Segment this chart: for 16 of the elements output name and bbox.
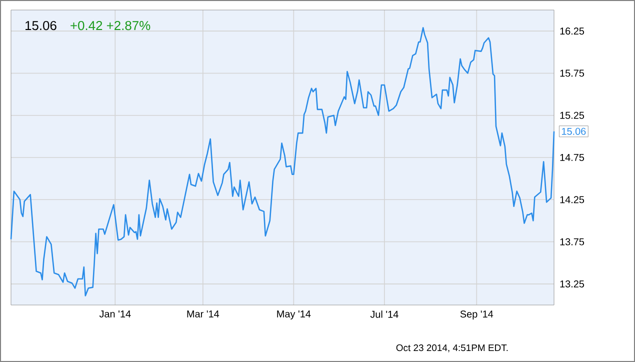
- x-tick-label: Mar '14: [187, 310, 220, 318]
- text: 15.06: [26, 20, 56, 30]
- x-tick-label: Jan '14: [99, 310, 131, 318]
- y-tick-label: 14.75: [560, 154, 584, 161]
- y-tick-label: 15.25: [560, 112, 584, 119]
- x-tick-label: May '14: [277, 310, 311, 320]
- text: +0.42 +2.87%: [70, 20, 150, 30]
- x-tick-label: Sep '14: [460, 310, 494, 320]
- y-tick-label: 13.75: [560, 238, 584, 246]
- y-tick-label: 14.25: [560, 196, 584, 204]
- y-tick-label: 15.75: [560, 70, 584, 77]
- y-tick-label: 13.25: [560, 280, 584, 288]
- text: Oct 23 2014, 4:51PM EDT.: [396, 344, 508, 352]
- annotation: 15.06: [562, 128, 586, 135]
- y-tick-label: 16.25: [560, 28, 584, 35]
- x-tick-label: Jul '14: [370, 310, 398, 318]
